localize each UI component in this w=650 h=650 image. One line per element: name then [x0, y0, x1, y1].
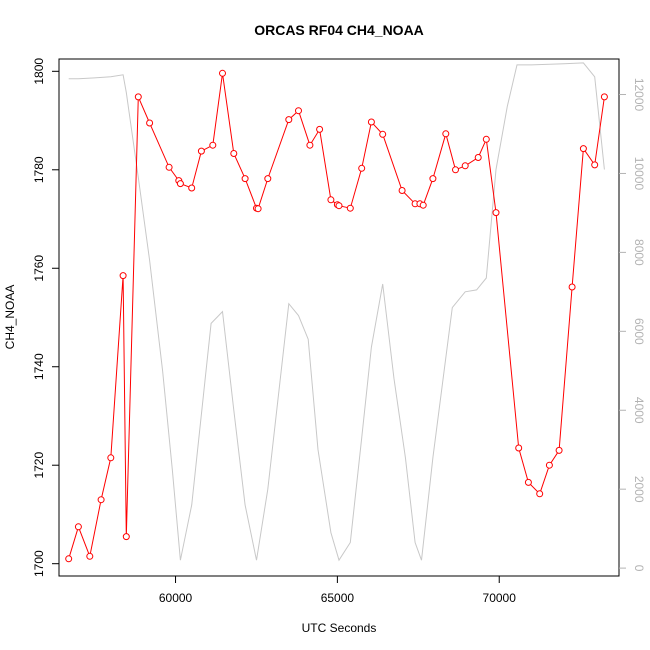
data-point — [119, 272, 127, 280]
left-axis: 1700 1720 1740 1760 1780 1800 — [32, 58, 59, 577]
bottom-axis: 60000 65000 70000 — [159, 576, 516, 605]
data-point — [285, 116, 293, 124]
data-point — [429, 175, 437, 183]
data-point — [146, 119, 154, 127]
data-point — [358, 164, 366, 172]
data-point — [461, 162, 469, 170]
data-point — [65, 555, 73, 563]
data-point — [295, 107, 302, 115]
data-point — [379, 130, 387, 138]
data-point — [316, 125, 324, 133]
chart-title: ORCAS RF04 CH4_NOAA — [254, 22, 424, 38]
y2-tick-label: 0 — [632, 565, 646, 572]
data-point — [600, 93, 608, 101]
y-tick-label: 1760 — [32, 255, 46, 282]
x-axis-label: UTC Seconds — [302, 621, 377, 635]
data-point — [398, 187, 406, 194]
y2-tick-label: 12000 — [632, 78, 646, 112]
plot-frame — [58, 58, 620, 577]
data-point — [492, 209, 500, 217]
data-point — [86, 552, 94, 560]
series-line-right-axis — [68, 62, 605, 562]
data-point — [474, 154, 482, 161]
data-point — [264, 175, 272, 183]
series-layer — [65, 62, 608, 563]
data-point — [419, 201, 427, 209]
data-point — [515, 444, 523, 452]
data-point — [134, 93, 142, 101]
data-point — [545, 461, 553, 469]
series-line-left-axis — [68, 73, 605, 559]
x-tick-label: 60000 — [159, 591, 193, 605]
y-axis-label: CH4_NOAA — [3, 285, 17, 350]
x-tick-label: 70000 — [483, 591, 517, 605]
y2-tick-label: 4000 — [632, 397, 646, 424]
data-point — [107, 454, 115, 462]
y2-tick-label: 2000 — [632, 476, 646, 503]
y2-tick-label: 6000 — [632, 318, 646, 345]
data-point — [579, 145, 587, 153]
data-point — [568, 283, 576, 291]
data-point — [536, 490, 544, 498]
data-point — [188, 184, 196, 192]
data-point — [306, 141, 314, 149]
y2-tick-label: 10000 — [632, 157, 646, 191]
data-point — [197, 147, 205, 155]
data-point — [254, 205, 262, 213]
data-point — [327, 196, 335, 204]
data-point — [367, 118, 375, 126]
x-tick-label: 65000 — [321, 591, 355, 605]
data-point — [346, 204, 354, 212]
data-point — [524, 478, 532, 486]
data-point — [97, 496, 105, 504]
data-point — [165, 163, 173, 171]
data-point — [452, 166, 459, 174]
data-point — [74, 523, 82, 531]
data-point — [230, 150, 238, 157]
data-point — [209, 141, 217, 149]
y-tick-label: 1700 — [32, 550, 46, 577]
data-point — [241, 175, 249, 183]
data-point — [219, 69, 226, 77]
y-tick-label: 1780 — [32, 156, 46, 183]
y2-tick-label: 8000 — [632, 239, 646, 266]
right-axis: 0 2000 4000 6000 8000 10000 12000 — [619, 78, 646, 572]
data-point — [335, 202, 343, 210]
data-point — [122, 533, 130, 541]
y-tick-label: 1740 — [32, 353, 46, 380]
data-point — [555, 446, 563, 454]
data-point — [442, 130, 450, 138]
data-point — [482, 135, 490, 143]
data-point — [591, 161, 599, 169]
y-tick-label: 1800 — [32, 58, 46, 85]
data-point — [176, 180, 184, 188]
y-tick-label: 1720 — [32, 452, 46, 479]
